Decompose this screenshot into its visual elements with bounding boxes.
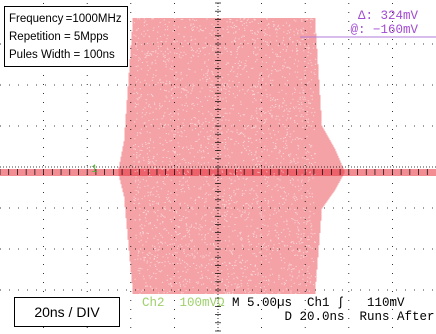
cursor-delta: Δ: 324mV [357,9,418,23]
repetition-label: Repetition = 5Mpps [9,31,109,43]
timebase-trigger-readout: M 5.00µs Ch1 ʃ 110mV [232,296,405,310]
cursor-position: @: −160mV [350,23,418,37]
status-line-2: D 20.0ns Runs After [142,310,435,324]
cursor-readout: Δ: 324mV @: −160mV [350,9,418,37]
frequency-label: Frequency =1000MHz [9,13,122,25]
ch1-ground-marker: 1 [91,164,98,176]
pulse-width-label: Pules Width = 100ns [9,49,115,61]
ch2-scale: Ch2 100mVΩ [142,296,225,310]
status-line-1: Ch2 100mVΩ M 5.00µs Ch1 ʃ 110mV [142,296,405,310]
timebase-box: 20ns / DIV [14,297,120,327]
signal-parameters-box: Frequency =1000MHz Repetition = 5Mpps Pu… [4,6,128,67]
delay-run-mode: D 20.0ns Runs After [284,310,435,324]
